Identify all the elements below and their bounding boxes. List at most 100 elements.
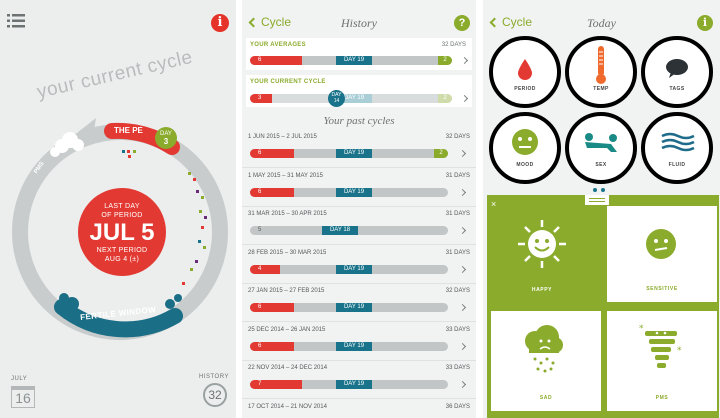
page-dot[interactable]	[601, 188, 605, 192]
period-segment: 6	[250, 341, 294, 351]
table-row[interactable]: 1 JUN 2015 – 2 JUL 2015 32 DAYS 6 DAY 19…	[242, 132, 476, 168]
category-label: SEX	[595, 162, 607, 168]
mood-happy[interactable]: HAPPY	[487, 195, 597, 303]
day-badge[interactable]: DAY 3	[155, 127, 177, 149]
table-row[interactable]: 31 MAR 2015 – 30 APR 2015 31 DAYS 5 DAY …	[242, 209, 476, 245]
cycle-length: 36 DAYS	[445, 403, 470, 410]
mood-sensitive[interactable]: SENSITIVE	[607, 206, 717, 302]
table-row[interactable]: 1 MAY 2015 – 31 MAY 2015 31 DAYS 6 DAY 1…	[242, 171, 476, 207]
cycle-dates: 31 MAR 2015 – 30 APR 2015	[248, 211, 327, 217]
table-row[interactable]: 22 NOV 2014 – 24 DEC 2014 33 DAYS 7 DAY …	[242, 363, 476, 399]
averages-bar: 6 DAY 19 2	[250, 56, 452, 65]
info-icon[interactable]: i	[697, 15, 713, 31]
table-row[interactable]: 27 JAN 2015 – 27 FEB 2015 32 DAYS 6 DAY …	[242, 286, 476, 322]
cycle-length: 32 DAYS	[445, 288, 470, 294]
category-label: PERIOD	[514, 86, 536, 92]
row-divider	[242, 282, 476, 284]
sun-face-icon	[518, 220, 566, 268]
category-sex[interactable]: SEX	[565, 112, 637, 184]
mood-label: SAD	[539, 395, 553, 401]
next-period-label: NEXT PERIOD	[96, 247, 148, 254]
mood-pms[interactable]: * * PMS	[607, 311, 717, 411]
category-mood[interactable]: MOOD	[489, 112, 561, 184]
back-label: Cycle	[502, 15, 533, 29]
mood-grid: × HAPPY SENSITIVE SAD	[487, 195, 719, 418]
day-marker: DAY 19	[336, 341, 372, 351]
mood-sad[interactable]: SAD	[491, 311, 601, 411]
svg-text:*: *	[639, 324, 644, 334]
chevron-right-icon	[460, 94, 469, 103]
period-segment: 3	[250, 94, 272, 103]
help-icon[interactable]: ?	[454, 15, 470, 31]
period-summary[interactable]: LAST DAY OF PERIOD JUL 5 NEXT PERIOD AUG…	[78, 188, 166, 276]
calendar-month: JULY	[11, 376, 28, 382]
cycle-bar: 6 DAY 19 2	[250, 149, 448, 158]
row-divider	[242, 321, 476, 322]
cycle-bar: 6 DAY 19	[250, 303, 448, 312]
row-divider	[242, 244, 476, 245]
last-day-date: JUL 5	[89, 219, 155, 246]
info-icon[interactable]: i	[211, 14, 229, 32]
history-button[interactable]: 32	[203, 383, 227, 407]
waves-icon	[661, 132, 695, 152]
cycle-length: 33 DAYS	[445, 365, 470, 371]
current-cycle-bar: 3 DAY 19 2	[250, 94, 452, 103]
day-marker: DAY 19	[336, 56, 372, 65]
back-button[interactable]: Cycle	[248, 15, 292, 29]
cycle-length: 32 DAYS	[445, 134, 470, 140]
close-icon[interactable]: ×	[491, 199, 497, 209]
page-title: Today	[587, 16, 616, 30]
category-label: MOOD	[516, 162, 534, 168]
table-row[interactable]: 25 DEC 2014 – 26 JAN 2015 33 DAYS 6 DAY …	[242, 325, 476, 361]
back-label: Cycle	[261, 15, 292, 29]
day-marker: DAY 19	[336, 380, 372, 389]
table-row[interactable]: 28 FEB 2015 – 30 MAR 2015 31 DAYS 4 DAY …	[242, 248, 476, 284]
menu-icon[interactable]	[7, 14, 25, 28]
period-segment: 6	[250, 187, 294, 197]
period-segment: 6	[250, 303, 294, 312]
worried-face-icon	[646, 229, 676, 259]
cycle-dates: 1 MAY 2015 – 31 MAY 2015	[248, 172, 323, 179]
drop-icon	[518, 59, 532, 80]
mood-label: PMS	[655, 395, 669, 401]
cycle-dates: 28 FEB 2015 – 30 MAR 2015	[248, 249, 327, 256]
mood-label: HAPPY	[531, 287, 553, 293]
table-row[interactable]: 17 OCT 2014 – 21 NOV 2014 36 DAYS	[242, 402, 476, 418]
today-screen: Cycle Today i PERIOD TEMP TAGS MOOD SEX …	[483, 0, 720, 418]
history-screen: Cycle History ? YOUR AVERAGES 32 DAYS 6 …	[242, 0, 476, 418]
day-marker: DAY 19	[336, 94, 372, 103]
day-marker: DAY 19	[336, 187, 372, 197]
cycle-length: 33 DAYS	[445, 326, 470, 333]
category-period[interactable]: PERIOD	[489, 36, 561, 108]
back-button[interactable]: Cycle	[489, 15, 533, 29]
current-cycle-card[interactable]: YOUR CURRENT CYCLE 3 DAY 19 2 DAY 14	[246, 75, 472, 107]
cycle-bar: 6 DAY 19	[250, 341, 448, 351]
today-marker-number: 14	[333, 98, 340, 104]
chevron-left-icon	[489, 17, 500, 28]
chevron-right-icon	[458, 265, 467, 273]
averages-card[interactable]: YOUR AVERAGES 32 DAYS 6 DAY 19 2	[246, 38, 472, 70]
row-divider	[242, 205, 476, 207]
fertile-segment: 2	[438, 56, 452, 65]
couple-icon	[585, 133, 617, 152]
cycle-length: 31 DAYS	[445, 249, 470, 256]
day-badge-number: 3	[163, 137, 169, 146]
drag-handle[interactable]	[585, 195, 609, 205]
category-temp[interactable]: TEMP	[565, 36, 637, 108]
cycle-dates: 22 NOV 2014 – 24 DEC 2014	[248, 365, 328, 371]
averages-days: 32 DAYS	[441, 42, 466, 48]
period-segment: 6	[250, 149, 294, 158]
calendar-icon[interactable]: 16	[11, 386, 35, 408]
chevron-right-icon	[458, 226, 467, 235]
chevron-left-icon	[248, 17, 259, 28]
cycle-dates: 17 OCT 2014 – 21 NOV 2014	[248, 403, 327, 410]
current-cycle-screen: i your current cycle PMS THE P	[0, 0, 236, 418]
row-divider	[242, 398, 476, 399]
period-label: THE PE	[114, 126, 143, 135]
cycle-dates: 1 JUN 2015 – 2 JUL 2015	[248, 134, 317, 140]
category-tags[interactable]: TAGS	[641, 36, 713, 108]
category-fluid[interactable]: FLUID	[641, 112, 713, 184]
row-divider	[242, 359, 476, 361]
page-dot[interactable]	[593, 188, 597, 192]
next-period-date: AUG 4 (±)	[104, 256, 140, 263]
